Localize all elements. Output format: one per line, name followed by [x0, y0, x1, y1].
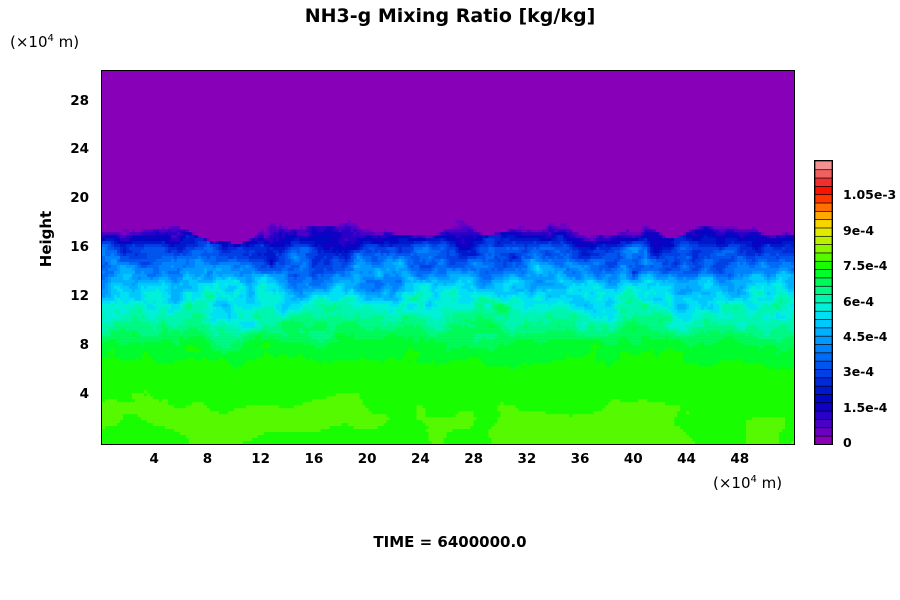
y-tick-label: 24 — [70, 141, 89, 158]
x-tick-label: 40 — [623, 451, 643, 467]
colorbar-gradient — [815, 161, 832, 444]
colorbar-tick-label: 7.5e-4 — [843, 258, 888, 274]
mixing-ratio-field — [102, 71, 794, 444]
y-tick-label: 16 — [70, 239, 89, 256]
y-unit-suffix: m) — [53, 33, 80, 51]
y-unit-prefix: (×10 — [10, 33, 48, 51]
y-tick-label: 8 — [79, 337, 89, 354]
time-annotation: TIME = 6400000.0 — [373, 533, 527, 551]
colorbar-tick-label: 3e-4 — [843, 364, 875, 380]
x-tick-label: 44 — [677, 451, 696, 467]
colorbar-tick-label: 1.5e-4 — [843, 399, 888, 415]
x-tick-label: 16 — [304, 451, 324, 467]
x-tick-label: 36 — [570, 451, 590, 467]
colorbar-tick-label: 6e-4 — [843, 293, 875, 309]
y-axis-unit-label: (×104 m) — [10, 33, 79, 51]
x-axis-unit-label: (×104 m) — [713, 474, 782, 492]
contour-plot-area — [101, 70, 795, 445]
x-tick-label: 32 — [517, 451, 537, 467]
x-unit-suffix: m) — [756, 474, 783, 492]
x-tick-label: 28 — [464, 451, 483, 467]
x-unit-exponent: 4 — [750, 474, 757, 485]
x-unit-prefix: (×10 — [713, 474, 751, 492]
x-tick-label: 8 — [202, 451, 213, 467]
y-tick-label: 28 — [70, 92, 89, 109]
x-tick-label: 12 — [251, 451, 271, 467]
y-tick-label: 20 — [70, 190, 89, 207]
page-title: NH3-g Mixing Ratio [kg/kg] — [304, 5, 596, 27]
colorbar-tick-label: 4.5e-4 — [843, 328, 888, 344]
colorbar-tick-label: 1.05e-3 — [843, 187, 897, 203]
x-tick-label: 48 — [730, 451, 750, 467]
x-tick-label: 24 — [410, 451, 430, 467]
y-tick-label: 4 — [79, 386, 89, 403]
colorbar-tick-label: 9e-4 — [843, 222, 875, 238]
x-tick-label: 20 — [357, 451, 377, 467]
colorbar-tick-label: 0 — [843, 435, 852, 450]
y-tick-label: 12 — [70, 288, 89, 305]
y-unit-exponent: 4 — [47, 33, 54, 44]
colorbar — [814, 160, 833, 445]
x-tick-label: 4 — [149, 451, 159, 467]
